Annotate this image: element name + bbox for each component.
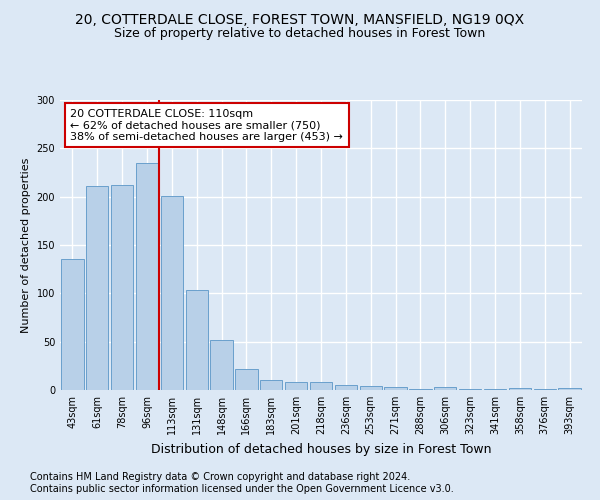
Bar [161, 196, 183, 390]
Y-axis label: Number of detached properties: Number of detached properties [21, 158, 31, 332]
Bar [533, 389, 556, 390]
Text: 20 COTTERDALE CLOSE: 110sqm
← 62% of detached houses are smaller (750)
38% of se: 20 COTTERDALE CLOSE: 110sqm ← 62% of det… [70, 108, 343, 142]
Text: Contains public sector information licensed under the Open Government Licence v3: Contains public sector information licen… [30, 484, 454, 494]
Bar [409, 389, 431, 390]
Text: 20, COTTERDALE CLOSE, FOREST TOWN, MANSFIELD, NG19 0QX: 20, COTTERDALE CLOSE, FOREST TOWN, MANSF… [76, 12, 524, 26]
Bar [86, 186, 109, 390]
Bar [285, 382, 307, 390]
Text: Contains HM Land Registry data © Crown copyright and database right 2024.: Contains HM Land Registry data © Crown c… [30, 472, 410, 482]
Text: Distribution of detached houses by size in Forest Town: Distribution of detached houses by size … [151, 442, 491, 456]
Bar [260, 380, 283, 390]
Bar [310, 382, 332, 390]
Bar [335, 385, 357, 390]
Bar [111, 185, 133, 390]
Bar [559, 388, 581, 390]
Bar [211, 340, 233, 390]
Bar [484, 389, 506, 390]
Bar [509, 388, 531, 390]
Bar [359, 386, 382, 390]
Bar [434, 387, 457, 390]
Bar [235, 368, 257, 390]
Bar [385, 387, 407, 390]
Bar [136, 163, 158, 390]
Bar [185, 290, 208, 390]
Bar [459, 389, 481, 390]
Text: Size of property relative to detached houses in Forest Town: Size of property relative to detached ho… [115, 28, 485, 40]
Bar [61, 258, 83, 390]
